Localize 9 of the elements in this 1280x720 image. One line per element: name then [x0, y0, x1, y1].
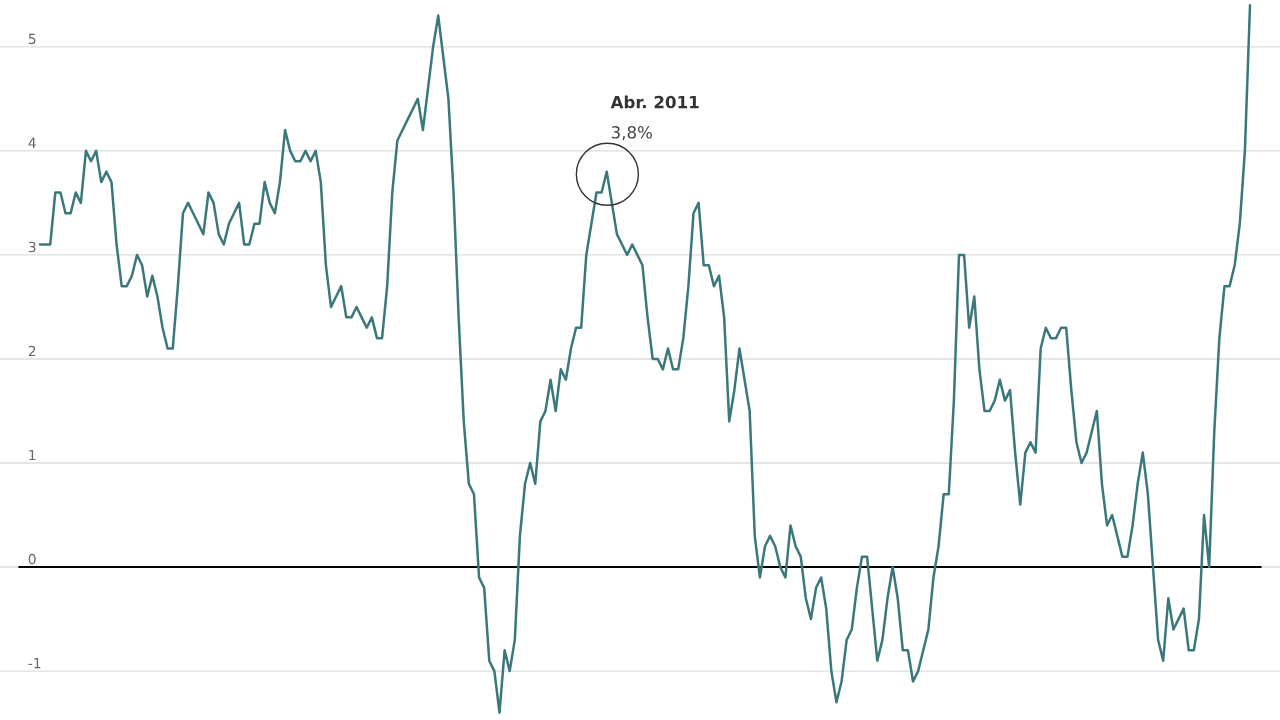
annotation: Abr. 2011 [610, 95, 699, 109]
y-tick-label: 2 [28, 345, 36, 357]
y-tick-label: 5 [28, 33, 36, 45]
y-tick-label: 4 [28, 137, 36, 148]
y-tick-label: 3 [28, 241, 36, 253]
annotation: 3,8% [611, 126, 652, 141]
y-tick-label: -1 [28, 658, 41, 669]
y-tick-label: 1 [29, 449, 36, 461]
y-tick-label: 0 [28, 553, 36, 565]
